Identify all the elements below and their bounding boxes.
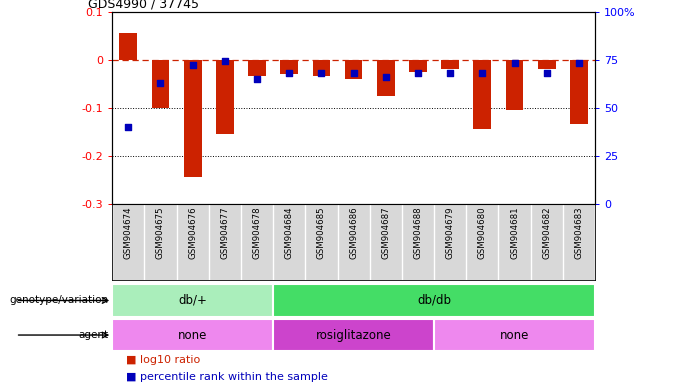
Point	[509, 60, 520, 66]
Text: ■ percentile rank within the sample: ■ percentile rank within the sample	[126, 372, 328, 382]
Bar	[248, 60, 266, 76]
Bar	[184, 60, 201, 177]
Bar	[441, 60, 459, 69]
Point	[413, 70, 424, 76]
Text: GSM904682: GSM904682	[542, 207, 551, 259]
Point	[220, 58, 231, 65]
Text: GSM904687: GSM904687	[381, 207, 390, 259]
Text: GSM904675: GSM904675	[156, 207, 165, 259]
Text: GSM904684: GSM904684	[285, 207, 294, 259]
Bar	[506, 60, 524, 110]
Text: GSM904678: GSM904678	[252, 207, 262, 259]
Bar	[570, 60, 588, 124]
Text: GDS4990 / 37745: GDS4990 / 37745	[88, 0, 199, 10]
Bar	[409, 60, 427, 71]
Point	[187, 62, 198, 68]
Bar	[538, 60, 556, 69]
Text: genotype/variation: genotype/variation	[10, 295, 109, 306]
Text: none: none	[500, 329, 529, 341]
Bar	[280, 60, 298, 74]
Bar	[120, 33, 137, 60]
Bar	[434, 319, 595, 351]
Point	[348, 70, 359, 76]
Bar	[313, 60, 330, 76]
Point	[155, 79, 166, 86]
Point	[573, 60, 584, 66]
Text: GSM904677: GSM904677	[220, 207, 229, 259]
Text: rosiglitazone: rosiglitazone	[316, 329, 392, 341]
Bar	[216, 60, 234, 134]
Text: GSM904676: GSM904676	[188, 207, 197, 259]
Point	[445, 70, 456, 76]
Text: GSM904686: GSM904686	[349, 207, 358, 259]
Text: GSM904683: GSM904683	[575, 207, 583, 259]
Text: agent: agent	[79, 330, 109, 340]
Bar	[112, 319, 273, 351]
Text: GSM904674: GSM904674	[124, 207, 133, 259]
Bar	[152, 60, 169, 108]
Text: GSM904679: GSM904679	[445, 207, 455, 259]
Text: db/+: db/+	[178, 294, 207, 307]
Bar	[112, 284, 273, 317]
Point	[316, 70, 327, 76]
Text: GSM904688: GSM904688	[413, 207, 422, 259]
Point	[541, 70, 552, 76]
Text: GSM904681: GSM904681	[510, 207, 519, 259]
Point	[380, 74, 391, 80]
Text: none: none	[178, 329, 207, 341]
Point	[252, 76, 262, 82]
Bar	[273, 284, 595, 317]
Bar	[377, 60, 394, 96]
Text: ■ log10 ratio: ■ log10 ratio	[126, 355, 200, 365]
Text: GSM904680: GSM904680	[478, 207, 487, 259]
Bar	[345, 60, 362, 79]
Bar	[473, 60, 491, 129]
Point	[123, 124, 134, 130]
Bar	[273, 319, 434, 351]
Point	[477, 70, 488, 76]
Text: db/db: db/db	[417, 294, 451, 307]
Text: GSM904685: GSM904685	[317, 207, 326, 259]
Point	[284, 70, 294, 76]
